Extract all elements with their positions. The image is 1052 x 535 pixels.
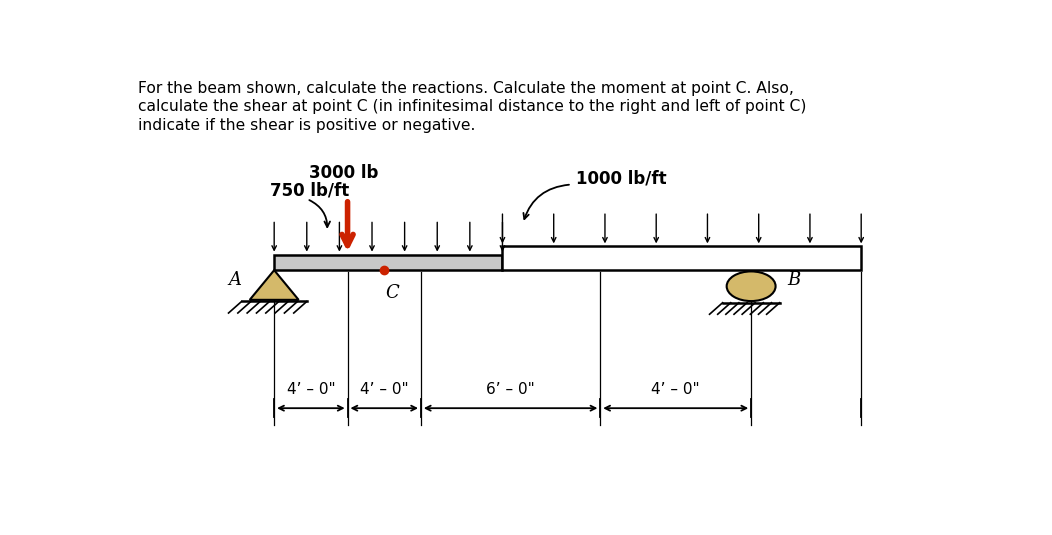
Text: C: C	[385, 284, 400, 302]
Polygon shape	[275, 255, 503, 270]
Text: 4’ – 0": 4’ – 0"	[651, 381, 700, 396]
Text: 4’ – 0": 4’ – 0"	[286, 381, 336, 396]
Text: 3000 lb: 3000 lb	[309, 164, 378, 182]
Text: 6’ – 0": 6’ – 0"	[486, 381, 535, 396]
Text: 750 lb/ft: 750 lb/ft	[270, 182, 349, 200]
Text: For the beam shown, calculate the reactions. Calculate the moment at point C. Al: For the beam shown, calculate the reacti…	[138, 81, 794, 96]
Text: indicate if the shear is positive or negative.: indicate if the shear is positive or neg…	[138, 118, 476, 133]
Polygon shape	[503, 246, 862, 270]
Polygon shape	[249, 270, 299, 300]
Ellipse shape	[727, 271, 775, 301]
Text: 1000 lb/ft: 1000 lb/ft	[575, 169, 667, 187]
Text: A: A	[228, 271, 242, 289]
Text: 4’ – 0": 4’ – 0"	[360, 381, 408, 396]
Text: calculate the shear at point C (in infinitesimal distance to the right and left : calculate the shear at point C (in infin…	[138, 99, 807, 114]
Text: B: B	[787, 271, 801, 289]
